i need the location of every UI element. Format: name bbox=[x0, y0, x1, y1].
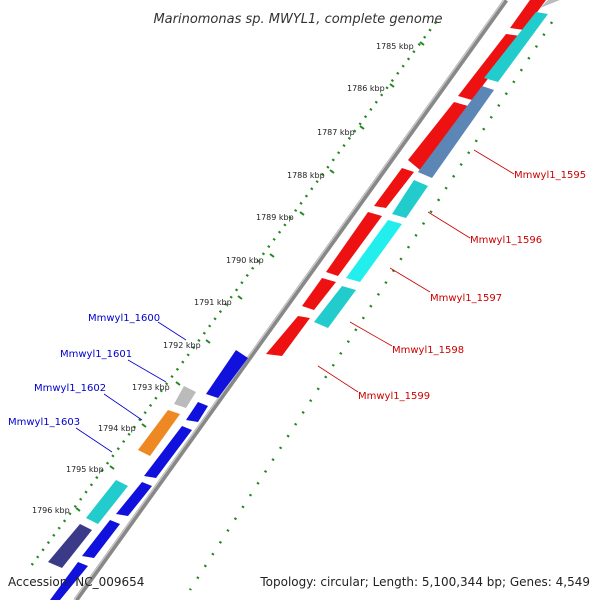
kbp-tick bbox=[141, 423, 147, 428]
kbp-tick bbox=[419, 41, 425, 46]
gene-arrow[interactable] bbox=[144, 426, 192, 478]
gene-arrow[interactable] bbox=[206, 350, 248, 398]
forward-strand-genes bbox=[266, 0, 546, 356]
genome-backbone bbox=[73, 0, 509, 600]
kbp-label: 1792 kbp bbox=[163, 341, 201, 350]
gene-arrow[interactable] bbox=[392, 180, 428, 218]
accession-text: Accession: NC_009654 bbox=[8, 575, 144, 589]
gene-arrow[interactable] bbox=[326, 212, 382, 276]
left-gene-labels: Mmwyl1_1600 Mmwyl1_1601 Mmwyl1_1602 Mmwy… bbox=[8, 313, 187, 453]
gene-label-1596[interactable]: Mmwyl1_1596 bbox=[470, 235, 542, 246]
gene-label-1602[interactable]: Mmwyl1_1602 bbox=[34, 383, 106, 394]
gene-arrow[interactable] bbox=[302, 278, 336, 310]
gene-arrow[interactable] bbox=[116, 482, 152, 516]
outer-dotted-track bbox=[26, 21, 438, 571]
gene-label-1595[interactable]: Mmwyl1_1595 bbox=[514, 170, 586, 181]
gene-arrow[interactable] bbox=[186, 402, 208, 422]
gene-arrow[interactable] bbox=[484, 12, 548, 82]
kbp-label: 1795 kbp bbox=[66, 465, 104, 474]
kbp-label: 1794 kbp bbox=[98, 424, 136, 433]
gene-arrow[interactable] bbox=[374, 168, 414, 208]
gene-label-1600[interactable]: Mmwyl1_1600 bbox=[88, 313, 160, 324]
kbp-label: 1796 kbp bbox=[32, 506, 70, 515]
inner-lane-genes bbox=[314, 0, 560, 328]
gene-arrow[interactable] bbox=[86, 480, 128, 524]
kbp-tick bbox=[329, 169, 335, 174]
kbp-tick bbox=[237, 295, 243, 300]
gene-arrow[interactable] bbox=[82, 520, 120, 558]
gene-arrow[interactable] bbox=[138, 410, 180, 456]
kbp-label: 1788 kbp bbox=[287, 171, 325, 180]
kbp-label: 1787 kbp bbox=[317, 128, 355, 137]
kbp-label: 1785 kbp bbox=[376, 42, 414, 51]
kbp-tick bbox=[299, 211, 305, 216]
kbp-tick bbox=[175, 381, 181, 386]
kbp-tick bbox=[269, 253, 275, 258]
right-gene-labels: Mmwyl1_1595 Mmwyl1_1596 Mmwyl1_1597 Mmwy… bbox=[317, 149, 586, 402]
gene-arrow[interactable] bbox=[266, 316, 310, 356]
gene-label-1598[interactable]: Mmwyl1_1598 bbox=[392, 345, 464, 356]
gene-label-1597[interactable]: Mmwyl1_1597 bbox=[430, 293, 502, 304]
gene-arrow[interactable] bbox=[408, 102, 468, 170]
kbp-tick bbox=[75, 507, 81, 512]
gene-label-1603[interactable]: Mmwyl1_1603 bbox=[8, 417, 80, 428]
gene-arrow[interactable] bbox=[458, 34, 520, 100]
kbp-tick bbox=[109, 465, 115, 470]
gene-arrow[interactable] bbox=[314, 286, 356, 328]
gene-label-1601[interactable]: Mmwyl1_1601 bbox=[60, 349, 132, 360]
inner-dotted-track bbox=[188, 21, 554, 591]
kbp-tick bbox=[205, 339, 211, 344]
kbp-label: 1790 kbp bbox=[226, 256, 264, 265]
genome-summary-text: Topology: circular; Length: 5,100,344 bp… bbox=[259, 575, 590, 589]
kbp-tick-group bbox=[75, 41, 425, 512]
gene-arrow[interactable] bbox=[48, 524, 92, 568]
kbp-label: 1786 kbp bbox=[347, 84, 385, 93]
kbp-tick bbox=[359, 125, 365, 130]
reverse-strand-genes bbox=[48, 350, 248, 600]
kbp-labels: 1785 kbp 1786 kbp 1787 kbp 1788 kbp 1789… bbox=[32, 42, 414, 515]
kbp-tick bbox=[389, 83, 395, 88]
gene-arrow[interactable] bbox=[540, 0, 560, 8]
gene-arrow[interactable] bbox=[510, 0, 546, 30]
kbp-label: 1789 kbp bbox=[256, 213, 294, 222]
map-title: Marinomonas sp. MWYL1, complete genome bbox=[153, 12, 442, 27]
kbp-label: 1793 kbp bbox=[132, 383, 170, 392]
gene-arrow[interactable] bbox=[418, 86, 494, 178]
kbp-label: 1791 kbp bbox=[194, 298, 232, 307]
gene-arrow[interactable] bbox=[346, 220, 402, 282]
gene-arrow[interactable] bbox=[174, 386, 196, 408]
gene-arrow[interactable] bbox=[50, 562, 88, 600]
gene-label-1599[interactable]: Mmwyl1_1599 bbox=[358, 391, 430, 402]
